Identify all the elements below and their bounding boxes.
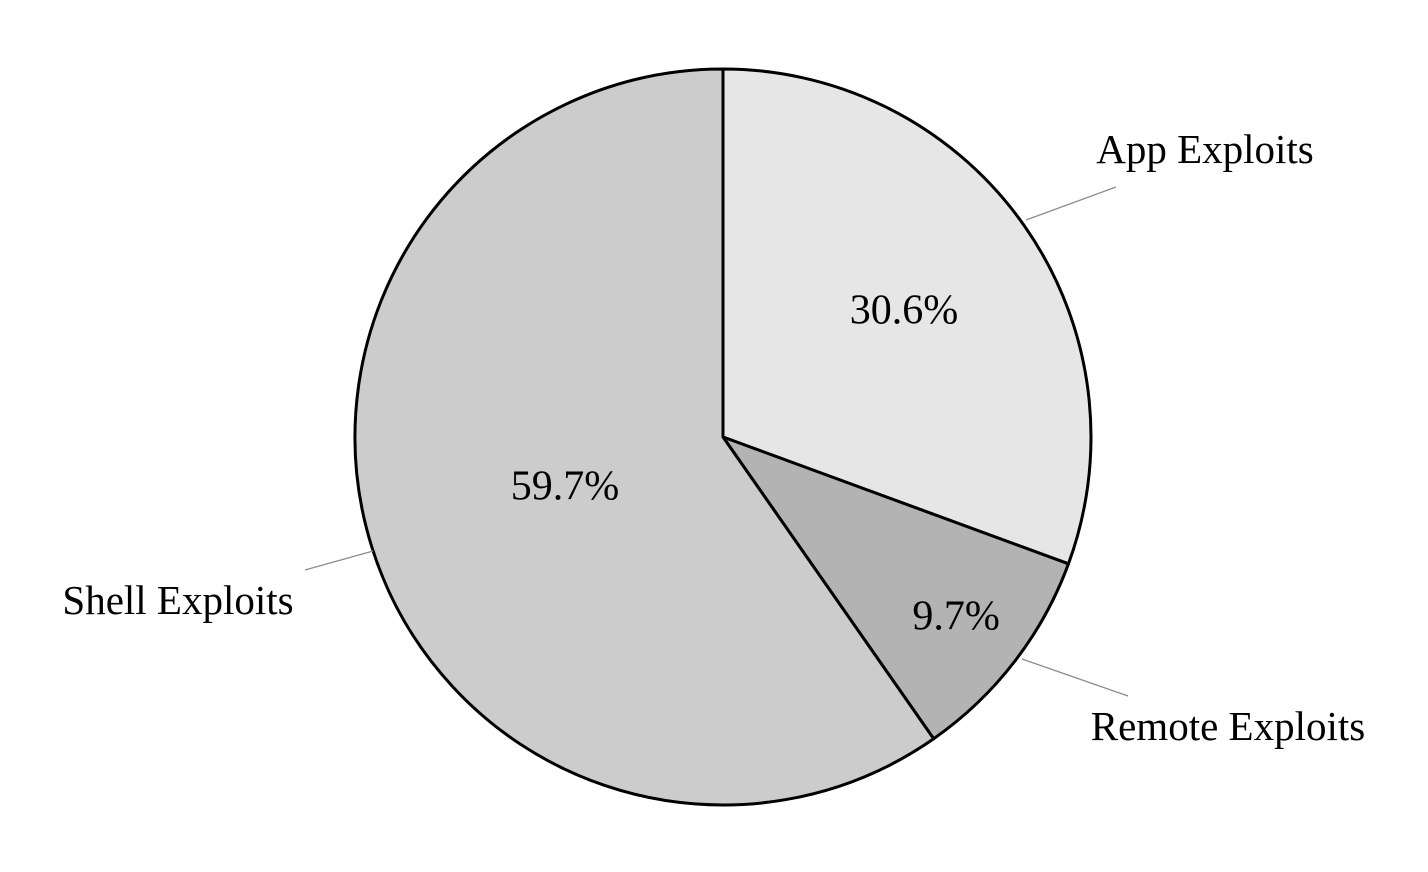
labels-layer: 30.6% App Exploits 9.7% Remote Exploits 59.7… bbox=[62, 126, 1365, 749]
leader-line-app-exploits bbox=[1025, 186, 1117, 221]
slice-app-exploits bbox=[721, 67, 1093, 566]
slices-layer bbox=[353, 67, 1093, 807]
category-label-app-exploits: App Exploits bbox=[1096, 126, 1314, 172]
leader-line-shell-exploits bbox=[304, 550, 374, 571]
value-label-shell-exploits: 59.7% bbox=[511, 464, 620, 510]
leader-line-remote-exploits bbox=[1021, 658, 1129, 697]
value-label-app-exploits: 30.6% bbox=[850, 288, 959, 334]
value-label-remote-exploits: 9.7% bbox=[912, 594, 1000, 640]
slice-shell-exploits bbox=[353, 67, 936, 807]
category-label-shell-exploits: Shell Exploits bbox=[62, 577, 293, 623]
category-label-remote-exploits: Remote Exploits bbox=[1091, 703, 1365, 749]
slice-remote-exploits bbox=[721, 435, 1070, 741]
leader-lines-layer bbox=[304, 186, 1129, 697]
